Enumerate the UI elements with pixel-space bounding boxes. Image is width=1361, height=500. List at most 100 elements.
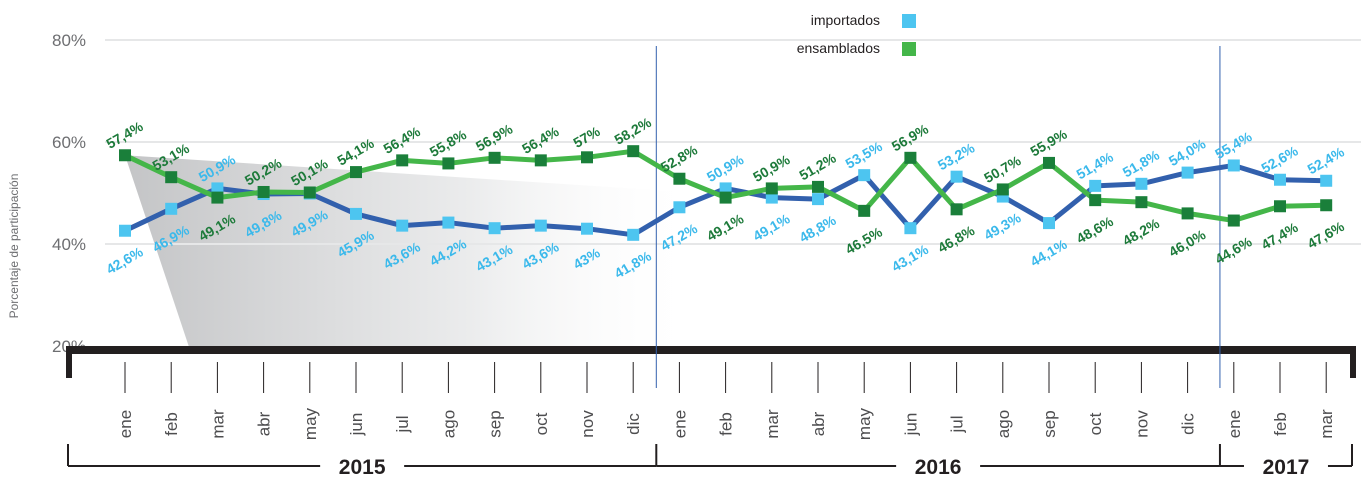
data-label-ensamblados: 44,6%	[1212, 233, 1255, 267]
x-tick-label: ago	[439, 410, 458, 438]
marker-ensamblados	[1227, 214, 1240, 227]
marker-ensamblados	[1135, 196, 1148, 209]
data-label-importados: 43,1%	[889, 241, 932, 275]
data-label-importados: 52,6%	[1258, 142, 1301, 176]
marker-importados	[904, 222, 917, 235]
data-label-ensamblados: 56,9%	[473, 120, 516, 154]
marker-ensamblados	[765, 182, 778, 195]
background-shade	[125, 155, 700, 350]
marker-importados	[812, 193, 824, 206]
data-label-ensamblados: 56,4%	[381, 123, 424, 157]
marker-ensamblados	[1274, 200, 1286, 213]
marker-importados	[1181, 166, 1194, 179]
marker-importados	[534, 219, 547, 232]
x-tick-label: ene	[1225, 410, 1244, 438]
marker-ensamblados	[211, 191, 224, 204]
marker-importados	[165, 202, 178, 215]
data-label-importados: 50,9%	[704, 151, 747, 185]
marker-ensamblados	[812, 180, 824, 193]
marker-ensamblados	[488, 151, 501, 164]
data-label-importados: 55,4%	[1212, 128, 1255, 162]
marker-importados	[1043, 217, 1055, 230]
x-tick-label: feb	[162, 412, 181, 436]
x-tick-label: feb	[717, 412, 736, 436]
marker-importados	[1227, 159, 1240, 172]
data-label-importados: 51,8%	[1120, 146, 1163, 180]
year-label: 2015	[339, 456, 386, 479]
x-tick-label: mar	[208, 409, 227, 439]
year-label: 2016	[915, 456, 962, 479]
marker-importados	[858, 169, 871, 182]
x-tick-label: mar	[1317, 409, 1336, 439]
marker-ensamblados	[673, 172, 686, 185]
marker-ensamblados	[719, 191, 732, 204]
x-tick-label: jul	[393, 415, 412, 433]
data-label-ensamblados: 49,1%	[704, 210, 747, 244]
x-tick-label: jun	[347, 413, 366, 437]
marker-importados	[765, 191, 778, 204]
data-label-ensamblados: 54,1%	[334, 135, 377, 169]
data-label-ensamblados: 46,0%	[1166, 226, 1209, 260]
x-tick-label: abr	[255, 411, 274, 436]
grid-lines	[105, 39, 1361, 245]
x-tick-label: sep	[1040, 410, 1059, 437]
x-tick-label: abr	[809, 411, 828, 436]
data-label-ensamblados: 52,8%	[658, 141, 701, 175]
y-tick-label: 40%	[52, 235, 86, 254]
marker-importados	[673, 201, 686, 214]
marker-ensamblados	[1089, 194, 1102, 207]
y-axis-label: Porcentaje de participación	[7, 174, 21, 319]
marker-importados	[488, 222, 501, 235]
marker-importados	[211, 182, 224, 195]
marker-ensamblados	[534, 154, 547, 167]
x-tick-label: nov	[1132, 410, 1151, 438]
marker-ensamblados	[1181, 207, 1194, 220]
x-tick-label: may	[855, 407, 874, 440]
marker-importados	[119, 224, 131, 237]
data-label-ensamblados: 48,6%	[1074, 213, 1117, 247]
x-axis-right-cap	[1350, 346, 1356, 378]
data-label-importados: 54,0%	[1166, 135, 1209, 169]
marker-importados	[396, 219, 409, 232]
x-tick-label: nov	[578, 410, 597, 438]
x-axis-bar	[66, 346, 1356, 354]
marker-importados	[581, 222, 593, 235]
year-label: 2017	[1263, 456, 1310, 479]
marker-importados	[1274, 173, 1286, 186]
marker-importados	[442, 216, 455, 229]
data-label-ensamblados: 47,6%	[1305, 218, 1348, 252]
x-tick-label: jun	[901, 413, 920, 437]
marker-ensamblados	[581, 151, 593, 164]
data-label-ensamblados: 55,9%	[1027, 125, 1070, 159]
marker-ensamblados	[858, 204, 871, 217]
y-tick-label: 80%	[52, 31, 86, 50]
data-label-importados: 53,2%	[935, 139, 978, 173]
marker-ensamblados	[442, 157, 455, 170]
marker-ensamblados	[1043, 156, 1055, 169]
marker-importados	[1320, 174, 1333, 187]
legend-label-importados: importados	[811, 12, 880, 28]
marker-ensamblados	[257, 185, 270, 198]
x-tick-label: may	[301, 407, 320, 440]
x-tick-label: feb	[1271, 412, 1290, 436]
marker-importados	[350, 207, 362, 220]
data-label-importados: 44,1%	[1027, 236, 1070, 270]
data-label-importados: 49,1%	[750, 210, 793, 244]
x-tick-label: oct	[1086, 412, 1105, 435]
data-label-importados: 51,4%	[1074, 148, 1117, 182]
x-tick-label: dic	[1179, 413, 1198, 435]
legend-swatch-ensamblados	[902, 42, 916, 56]
x-axis: ene feb mar abr may jun jul ago sep oct nov dic ene f…	[66, 46, 1356, 479]
data-label-importados: 48,8%	[796, 212, 839, 246]
marker-ensamblados	[303, 186, 316, 199]
marker-importados	[1135, 177, 1148, 190]
legend: importados ensamblados	[797, 12, 916, 56]
marker-importados	[627, 228, 640, 241]
marker-ensamblados	[1320, 199, 1333, 212]
data-label-ensamblados: 46,5%	[843, 223, 886, 257]
marker-importados	[950, 170, 963, 183]
x-tick-label: ene	[670, 410, 689, 438]
x-tick-label: dic	[624, 413, 643, 435]
year-bracket-gap	[896, 455, 981, 477]
